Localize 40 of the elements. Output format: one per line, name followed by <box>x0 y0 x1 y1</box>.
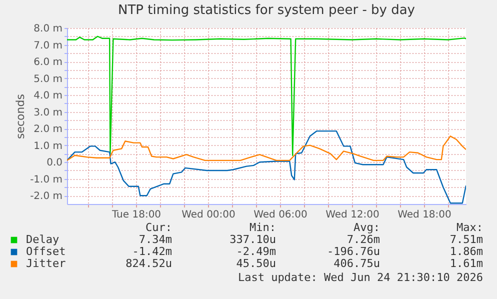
text: Max: <box>456 221 483 234</box>
y-tick-label: 0.0 <box>46 158 62 169</box>
x-tick-label: Wed 06:00 <box>254 210 308 220</box>
y-tick-label: -2.0 m <box>30 191 62 202</box>
x-tick-label: Wed 12:00 <box>326 210 380 220</box>
x-tick-label: Tue 18:00 <box>110 210 162 220</box>
text: 1.61m <box>450 257 484 270</box>
y-axis-title: seconds <box>14 94 28 139</box>
y-tick-label: 6.0 m <box>34 57 62 68</box>
y-tick-label: 5.0 m <box>34 74 62 85</box>
y-tick-label: 2.0 m <box>34 124 62 136</box>
text: -1.42m <box>132 245 172 258</box>
text: -196.76u <box>327 245 380 258</box>
line-series <box>67 136 466 162</box>
y-tick-label: 7.0 m <box>34 40 62 52</box>
text: 1.86m <box>450 245 484 258</box>
text: 337.10u <box>230 233 276 246</box>
text: Min: <box>250 221 276 234</box>
text: Last update: Wed Jun 24 21:30:10 2026 <box>238 271 483 284</box>
text: 7.26m <box>346 233 380 246</box>
text: -2.49m <box>236 245 276 258</box>
legend-label: Delay <box>26 233 60 246</box>
y-tick-label: 1.0 m <box>34 140 62 152</box>
text: 7.34m <box>138 233 172 246</box>
text: 7.51m <box>450 233 484 246</box>
y-tick-label: -1.0 m <box>30 174 62 186</box>
legend-label: Offset <box>26 245 66 258</box>
legend-label: Jitter <box>26 257 66 270</box>
text: Avg: <box>354 221 380 234</box>
text: 406.75u <box>334 257 380 270</box>
text: 824.52u <box>126 257 172 270</box>
text: 45.50u <box>236 257 276 270</box>
text: Cur: <box>146 221 172 234</box>
y-tick-label: 4.0 m <box>34 90 62 102</box>
line-series <box>67 36 466 156</box>
y-tick-label: 3.0 m <box>34 107 62 118</box>
chart-title: NTP timing statistics for system peer - by day <box>118 3 416 18</box>
y-tick-label: 8.0 m <box>34 24 62 34</box>
x-tick-label: Wed 00:00 <box>182 210 236 220</box>
x-tick-label: Wed 18:00 <box>398 210 452 220</box>
